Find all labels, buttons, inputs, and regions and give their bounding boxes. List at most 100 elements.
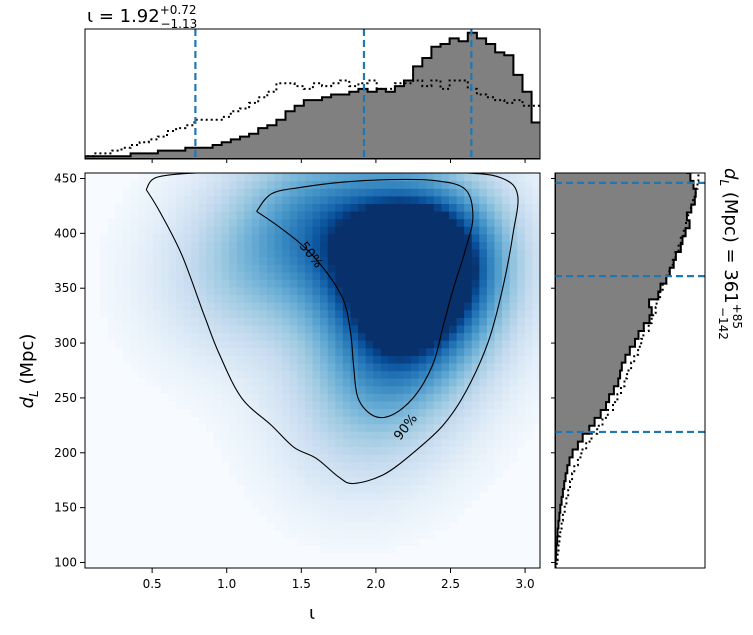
heat-cell bbox=[304, 340, 314, 349]
heat-cell bbox=[327, 355, 336, 364]
heat-cell bbox=[236, 188, 245, 197]
heat-cell bbox=[160, 248, 170, 258]
heat-cell bbox=[494, 378, 503, 387]
heat-cell bbox=[320, 484, 329, 493]
heat-cell bbox=[517, 188, 526, 197]
heat-cell bbox=[380, 499, 389, 508]
heat-cell bbox=[403, 514, 412, 524]
heat-cell bbox=[418, 210, 427, 220]
heat-cell bbox=[433, 203, 443, 212]
heat-cell bbox=[502, 385, 511, 394]
heat-cell bbox=[532, 256, 540, 265]
heat-cell bbox=[494, 180, 503, 189]
heat-cell bbox=[464, 370, 473, 379]
heat-cell bbox=[289, 393, 298, 402]
heat-cell bbox=[282, 355, 291, 364]
heat-cell bbox=[373, 340, 382, 349]
heat-cell bbox=[456, 173, 465, 182]
heat-cell bbox=[206, 218, 215, 227]
heat-cell bbox=[244, 431, 253, 440]
heat-cell bbox=[259, 332, 268, 341]
heat-cell bbox=[441, 210, 450, 220]
heat-cell bbox=[441, 241, 450, 250]
heat-cell bbox=[183, 340, 192, 349]
heat-cell bbox=[471, 317, 480, 326]
heat-cell bbox=[471, 431, 480, 440]
heat-cell bbox=[304, 362, 314, 372]
heat-cell bbox=[153, 233, 162, 242]
heat-cell bbox=[289, 279, 298, 288]
heat-cell bbox=[274, 393, 283, 402]
heat-cell bbox=[479, 248, 488, 258]
heat-cell bbox=[244, 302, 253, 311]
heat-cell bbox=[449, 514, 458, 524]
heat-cell bbox=[426, 362, 435, 372]
heat-cell bbox=[168, 173, 177, 182]
heat-cell bbox=[411, 180, 420, 189]
heat-cell bbox=[403, 484, 412, 493]
heat-cell bbox=[335, 294, 344, 303]
heat-cell bbox=[130, 233, 139, 242]
heat-cell bbox=[145, 256, 154, 265]
heat-cell bbox=[130, 271, 139, 280]
heat-cell bbox=[297, 461, 306, 470]
heat-cell bbox=[274, 241, 283, 250]
heat-cell bbox=[350, 226, 359, 235]
heat-cell bbox=[494, 195, 503, 204]
heat-cell bbox=[411, 210, 420, 220]
heat-cell bbox=[100, 256, 109, 265]
heat-cell bbox=[358, 324, 367, 334]
heat-cell bbox=[342, 355, 352, 364]
heat-cell bbox=[358, 507, 367, 516]
heat-cell bbox=[138, 188, 147, 197]
heat-cell bbox=[433, 408, 443, 417]
heat-cell bbox=[198, 264, 207, 273]
heat-cell bbox=[176, 233, 185, 242]
heat-cell bbox=[479, 173, 488, 182]
heat-cell bbox=[304, 385, 314, 394]
heat-cell bbox=[479, 203, 488, 212]
heat-cell bbox=[395, 286, 405, 296]
heat-cell bbox=[365, 188, 374, 197]
y-axis-label: dL (Mpc) bbox=[17, 334, 41, 409]
heat-cell bbox=[342, 218, 352, 227]
heat-cell bbox=[274, 294, 283, 303]
heat-cell bbox=[320, 226, 329, 235]
heat-cell bbox=[517, 309, 526, 318]
heat-cell bbox=[358, 431, 367, 440]
heat-cell bbox=[153, 340, 162, 349]
heat-cell bbox=[350, 241, 359, 250]
heat-cell bbox=[517, 362, 526, 372]
heat-cell bbox=[395, 271, 405, 280]
heat-cell bbox=[198, 378, 207, 387]
heat-cell bbox=[304, 294, 314, 303]
heat-cell bbox=[358, 378, 367, 387]
heat-cell bbox=[358, 484, 367, 493]
heat-cell bbox=[395, 514, 405, 524]
heat-cell bbox=[494, 469, 503, 478]
heat-cell bbox=[403, 233, 412, 242]
heat-cell bbox=[418, 385, 427, 394]
heat-cell bbox=[122, 233, 132, 242]
heat-cell bbox=[191, 324, 200, 334]
heat-cell bbox=[138, 271, 147, 280]
heat-cell bbox=[304, 317, 314, 326]
heat-cell bbox=[456, 416, 465, 425]
heat-cell bbox=[229, 355, 238, 364]
heat-cell bbox=[145, 271, 154, 280]
heat-cell bbox=[289, 416, 298, 425]
heat-cell bbox=[335, 530, 344, 539]
heat-cell bbox=[183, 195, 192, 204]
heat-cell bbox=[441, 317, 450, 326]
heat-cell bbox=[395, 256, 405, 265]
heat-cell bbox=[251, 362, 261, 372]
heat-cell bbox=[388, 537, 397, 546]
heat-cell bbox=[221, 210, 230, 220]
heat-cell bbox=[479, 408, 488, 417]
heat-cell bbox=[358, 180, 367, 189]
heat-cell bbox=[176, 378, 185, 387]
heat-cell bbox=[168, 271, 177, 280]
heat-cell bbox=[426, 476, 435, 486]
heat-cell bbox=[160, 294, 170, 303]
heat-cell bbox=[403, 324, 412, 334]
